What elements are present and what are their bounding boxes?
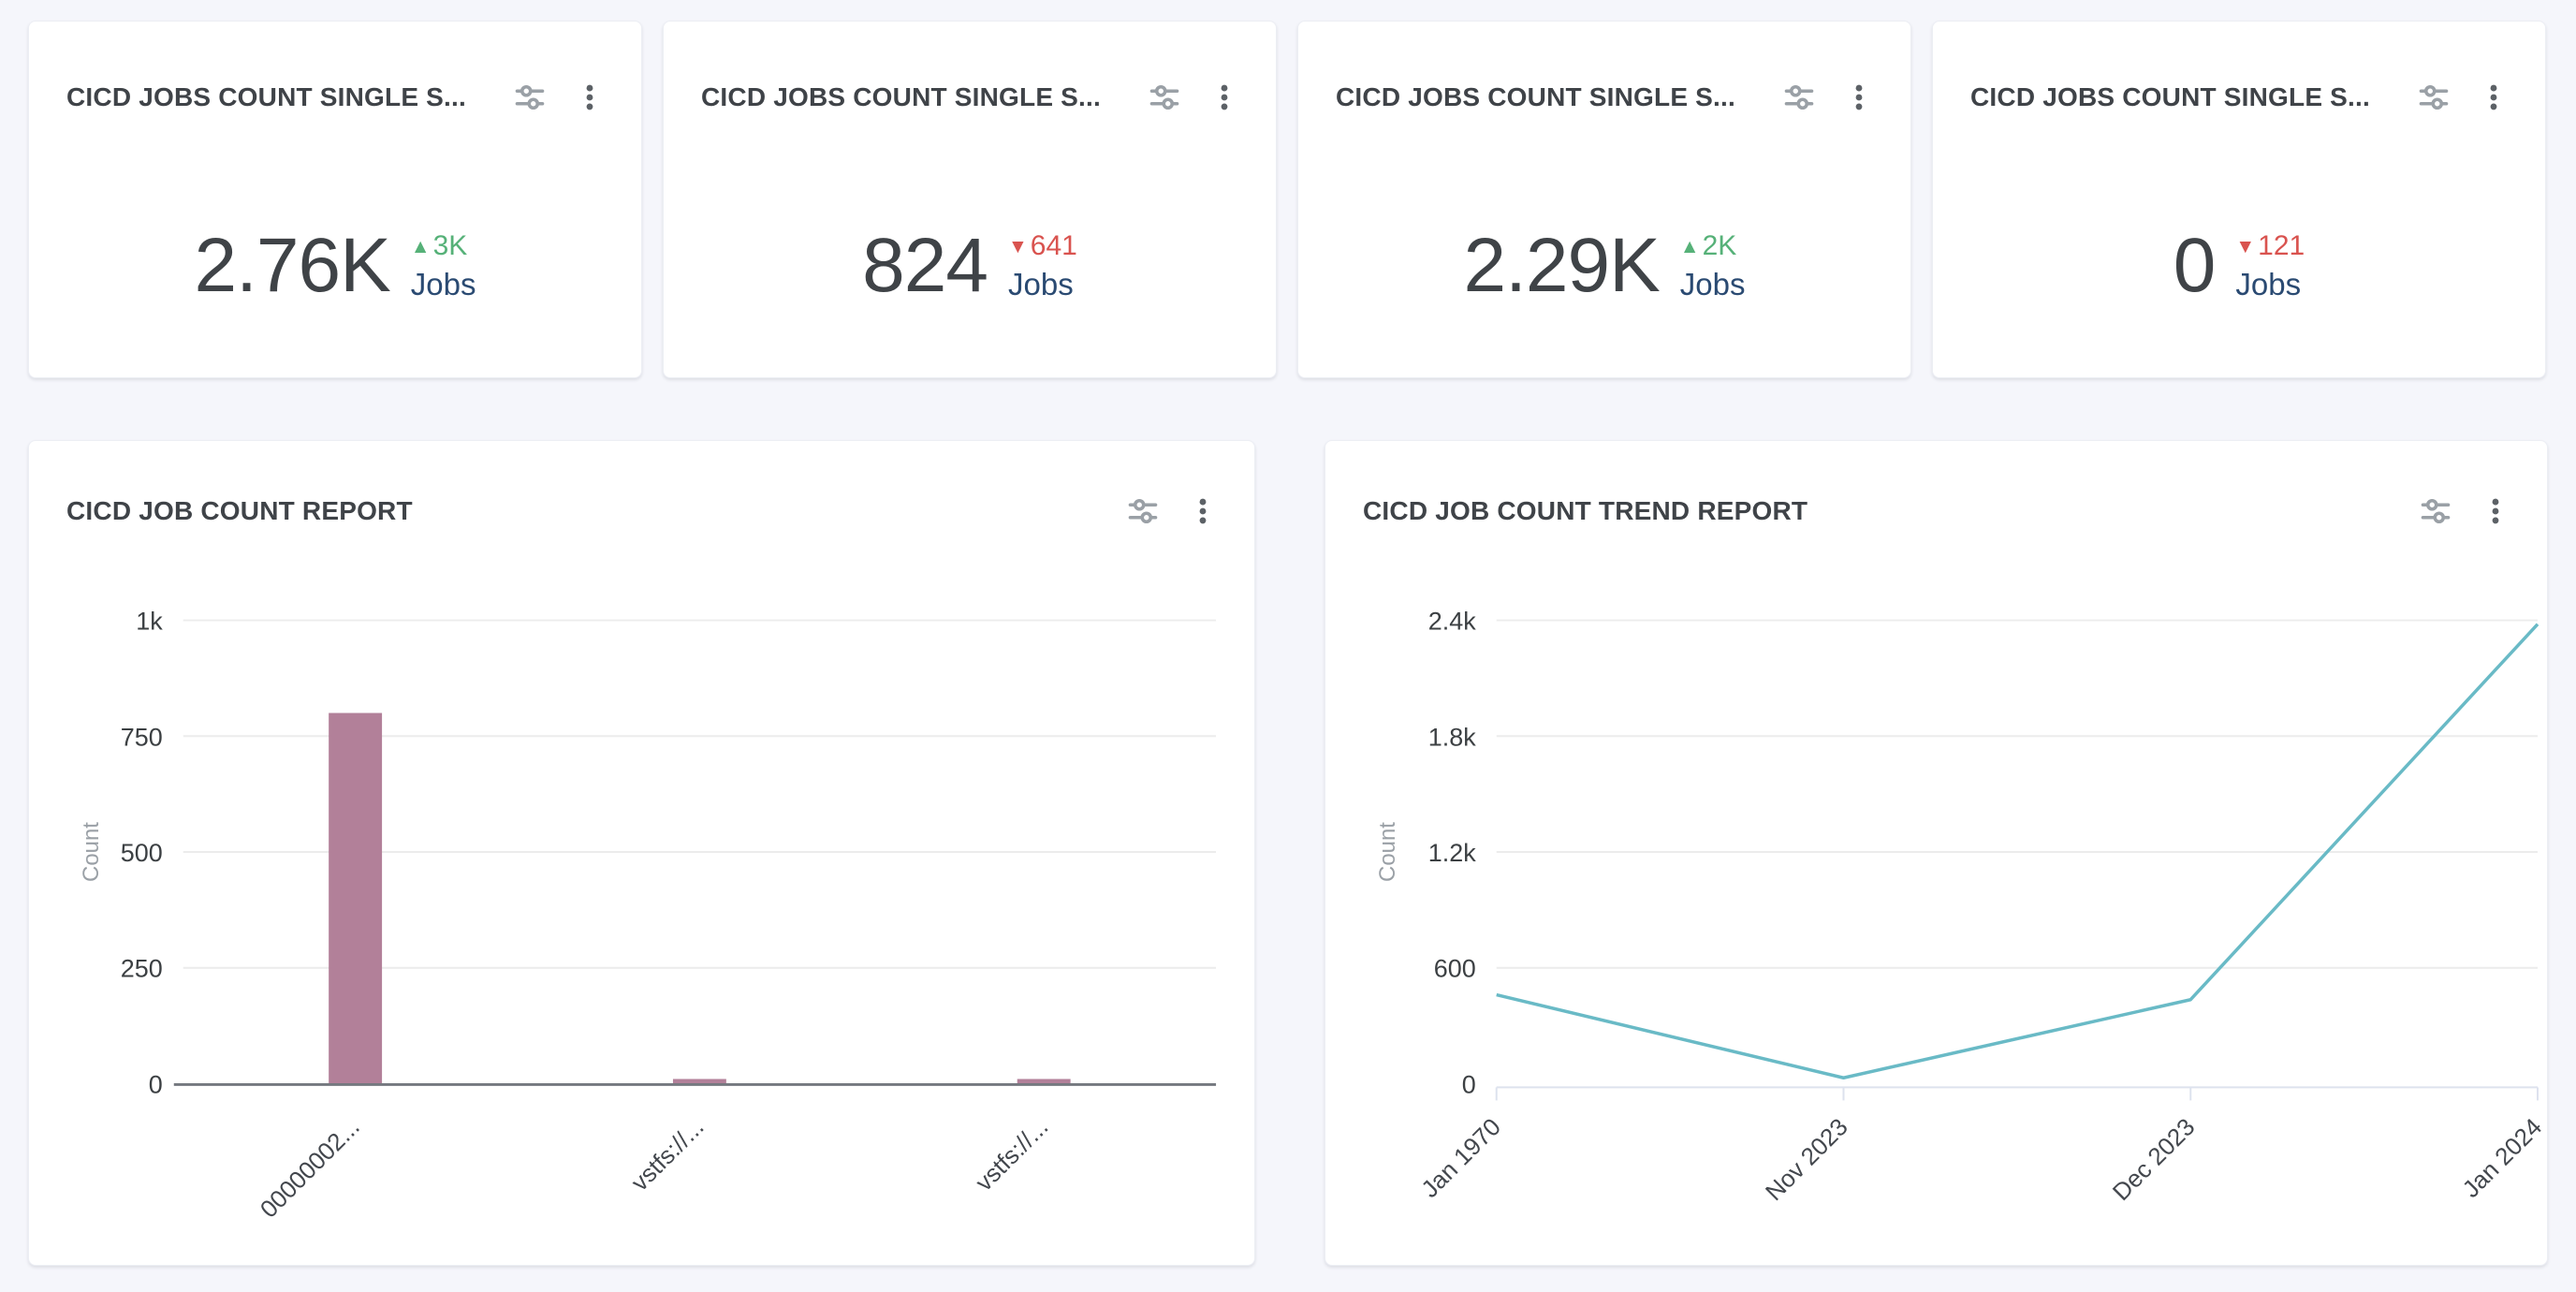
stat-value: 824 (862, 223, 988, 309)
card-title: CICD JOBS COUNT SINGLE S... (1970, 82, 2370, 111)
stat-body: 0 ▼ 121 Jobs (1933, 115, 2545, 377)
x-tick-label: Nov 2023 (1761, 1114, 1852, 1206)
trend-line (1496, 623, 2539, 1079)
card-actions (2416, 80, 2511, 115)
kebab-menu-icon[interactable] (1207, 80, 1242, 115)
stat-card-4: CICD JOBS COUNT SINGLE S... (1932, 21, 2546, 378)
card-actions (512, 80, 607, 115)
stat-value: 2.76K (194, 223, 390, 309)
kebab-menu-icon[interactable] (1841, 80, 1877, 115)
x-tick-label: Jan 2024 (2458, 1114, 2547, 1203)
card-title: CICD JOBS COUNT SINGLE S... (66, 82, 466, 111)
stat-side: ▲ 3K Jobs (410, 230, 476, 301)
stat-side: ▲ 2K Jobs (1679, 230, 1746, 301)
bar (329, 712, 383, 1084)
y-tick-label: 1.2k (1428, 839, 1476, 867)
card-header: CICD JOBS COUNT SINGLE S... (29, 22, 641, 115)
delta-arrow-icon: ▲ (410, 235, 431, 257)
chart-title: CICD JOB COUNT TREND REPORT (1363, 496, 1808, 525)
stat-value: 2.29K (1463, 223, 1660, 309)
y-tick-label: 1k (136, 608, 163, 636)
card-actions (1125, 493, 1221, 529)
kebab-menu-icon[interactable] (1185, 493, 1221, 529)
y-tick-label: 0 (149, 1070, 163, 1098)
filters-tune-icon[interactable] (1125, 493, 1161, 529)
bar (1017, 1079, 1071, 1084)
stat-unit: Jobs (2235, 267, 2302, 301)
card-header: CICD JOBS COUNT SINGLE S... (1298, 22, 1910, 115)
stat-delta: ▼ 641 (1007, 230, 1077, 261)
y-tick-label: 600 (1434, 955, 1476, 983)
stat-unit: Jobs (1007, 267, 1074, 301)
chart-title: CICD JOB COUNT REPORT (66, 496, 413, 525)
card-actions (1781, 80, 1877, 115)
y-tick-label: 2.4k (1428, 608, 1476, 636)
card-header: CICD JOBS COUNT SINGLE S... (1933, 22, 2545, 115)
stat-card-2: CICD JOBS COUNT SINGLE S... (663, 21, 1277, 378)
stat-unit: Jobs (410, 267, 476, 301)
stat-delta: ▲ 2K (1679, 230, 1737, 261)
x-tick-label: vstfs://... (971, 1114, 1053, 1197)
dashboard-page: CICD JOBS COUNT SINGLE S... (28, 21, 2548, 1266)
y-axis-title: Count (79, 822, 104, 882)
x-tick-label: vstfs://... (627, 1114, 710, 1197)
card-title: CICD JOBS COUNT SINGLE S... (701, 82, 1101, 111)
bar-chart[interactable]: 0 250 500 750 1k Count 00000002... vstfs://... v… (29, 441, 1254, 1265)
stat-delta: ▼ 121 (2235, 230, 2305, 261)
bar-chart-card: 0 250 500 750 1k Count 00000002... vstfs://... v… (28, 440, 1255, 1266)
stat-side: ▼ 121 Jobs (2235, 230, 2305, 301)
y-axis-title: Count (1375, 822, 1400, 882)
y-tick-label: 0 (1462, 1070, 1476, 1098)
stat-side: ▼ 641 Jobs (1007, 230, 1077, 301)
x-tick-label: Dec 2023 (2108, 1114, 2200, 1206)
card-header: CICD JOB COUNT TREND REPORT (1325, 441, 2547, 529)
y-tick-label: 250 (121, 955, 163, 983)
filters-tune-icon[interactable] (1781, 80, 1817, 115)
stat-body: 2.76K ▲ 3K Jobs (29, 115, 641, 377)
card-title: CICD JOBS COUNT SINGLE S... (1336, 82, 1735, 111)
line-chart[interactable]: 0 600 1.2k 1.8k 2.4k Count Jan 1970 Nov 2023 Dec… (1325, 441, 2547, 1265)
kebab-menu-icon[interactable] (572, 80, 607, 115)
stat-card-1: CICD JOBS COUNT SINGLE S... (28, 21, 642, 378)
card-header: CICD JOBS COUNT SINGLE S... (664, 22, 1276, 115)
delta-arrow-icon: ▼ (2235, 235, 2256, 257)
stat-value: 0 (2173, 223, 2217, 309)
y-tick-label: 500 (121, 839, 163, 867)
x-tick-label: 00000002... (256, 1114, 365, 1224)
stat-unit: Jobs (1679, 267, 1746, 301)
y-tick-label: 750 (121, 723, 163, 751)
stat-body: 824 ▼ 641 Jobs (664, 115, 1276, 377)
filters-tune-icon[interactable] (2418, 493, 2453, 529)
kebab-menu-icon[interactable] (2476, 80, 2511, 115)
chart-row: 0 250 500 750 1k Count 00000002... vstfs://... v… (28, 440, 2548, 1266)
filters-tune-icon[interactable] (2416, 80, 2452, 115)
filters-tune-icon[interactable] (1147, 80, 1182, 115)
card-actions (2418, 493, 2513, 529)
x-tick-label: Jan 1970 (1417, 1114, 1506, 1203)
stat-delta: ▲ 3K (410, 230, 468, 261)
y-tick-label: 1.8k (1428, 723, 1476, 751)
filters-tune-icon[interactable] (512, 80, 548, 115)
line-chart-card: 0 600 1.2k 1.8k 2.4k Count Jan 1970 Nov 2023 Dec… (1325, 440, 2548, 1266)
stat-body: 2.29K ▲ 2K Jobs (1298, 115, 1910, 377)
delta-arrow-icon: ▼ (1007, 235, 1028, 257)
delta-arrow-icon: ▲ (1679, 235, 1700, 257)
bar (672, 1079, 726, 1084)
stat-card-row: CICD JOBS COUNT SINGLE S... (28, 21, 2548, 378)
card-actions (1147, 80, 1242, 115)
kebab-menu-icon[interactable] (2478, 493, 2513, 529)
card-header: CICD JOB COUNT REPORT (29, 441, 1254, 529)
stat-card-3: CICD JOBS COUNT SINGLE S... (1297, 21, 1911, 378)
